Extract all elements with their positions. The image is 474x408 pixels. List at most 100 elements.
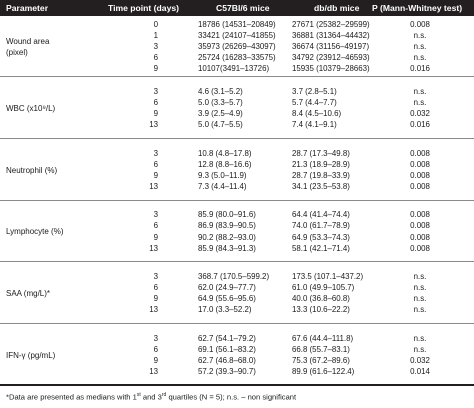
table-row: 6 5.0 (3.3–5.7) 5.7 (4.4–7.7) n.s. xyxy=(0,97,474,108)
db-value-cell: 7.4 (4.1–9.1) xyxy=(292,120,337,130)
p-value-cell: n.s. xyxy=(413,53,427,63)
time-point-cell: 3 xyxy=(153,148,158,158)
table-row: 9 3.9 (2.5–4.9) 8.4 (4.5–10.6) 0.032 xyxy=(0,108,474,119)
db-value-cell: 40.0 (36.8–60.8) xyxy=(292,294,350,303)
param-group: 3 4.6 (3.1–5.2) 3.7 (2.8–5.1) n.s. 6 5.0 (3.3… xyxy=(0,77,474,139)
table-row: 6 62.0 (24.9–77.7) 61.0 (49.9–105.7) n.s. xyxy=(0,282,474,293)
time-point-cell: 9 xyxy=(153,109,158,118)
db-value-cell: 61.0 (49.9–105.7) xyxy=(292,282,355,292)
table-row: 13 57.2 (39.3–90.7) 89.9 (61.6–122.4) 0.014 xyxy=(0,366,474,377)
c57-value-cell: 86.9 (83.9–90.5) xyxy=(198,221,256,231)
time-point-cell: 0 xyxy=(153,19,158,29)
db-value-cell: 64.4 (41.4–74.4) xyxy=(292,210,350,220)
p-value-cell: n.s. xyxy=(413,41,427,51)
db-value-cell: 34.1 (23.5–53.8) xyxy=(292,182,350,192)
c57-value-cell: 10107(3491–13726) xyxy=(198,64,270,74)
time-point-cell: 1 xyxy=(153,30,158,40)
db-value-cell: 58.1 (42.1–71.4) xyxy=(292,243,350,253)
p-value-cell: 0.016 xyxy=(410,64,430,74)
table-row: 3 62.7 (54.1–79.2) 67.6 (44.4–111.8) n.s. xyxy=(0,333,474,344)
db-value-cell: 74.0 (61.7–78.9) xyxy=(292,221,350,231)
p-value-cell: 0.016 xyxy=(410,120,430,130)
p-value-cell: n.s. xyxy=(413,30,427,40)
parameter-label: Lymphocyte (%) xyxy=(6,226,64,237)
p-value-cell: 0.008 xyxy=(410,243,430,253)
db-value-cell: 64.9 (53.3–74.3) xyxy=(292,232,350,242)
header-time-point: Time point (days) xyxy=(108,2,179,13)
p-value-cell: n.s. xyxy=(413,305,427,315)
db-value-cell: 67.6 (44.4–111.8) xyxy=(292,333,354,343)
c57-value-cell: 9.3 (5.0–11.9) xyxy=(198,171,247,180)
p-value-cell: n.s. xyxy=(413,86,427,96)
c57-value-cell: 69.1 (56.1–83.2) xyxy=(198,344,256,354)
c57-value-cell: 10.8 (4.8–17.8) xyxy=(198,148,252,158)
p-value-cell: 0.008 xyxy=(410,171,430,180)
time-point-cell: 3 xyxy=(153,210,158,220)
db-value-cell: 75.3 (67.2–89.6) xyxy=(292,356,350,365)
table-row: 6 25724 (16283–33575) 34792 (23912–46593) n… xyxy=(0,52,474,63)
time-point-cell: 9 xyxy=(153,64,158,74)
table-row: 6 12.8 (8.8–16.6) 21.3 (18.9–28.9) 0.008 xyxy=(0,159,474,170)
p-value-cell: 0.008 xyxy=(410,148,430,158)
parameter-label: WBC (x10⁹/L) xyxy=(6,103,55,114)
c57-value-cell: 90.2 (88.2–93.0) xyxy=(198,232,256,242)
time-point-cell: 9 xyxy=(153,171,158,180)
db-value-cell: 8.4 (4.5–10.6) xyxy=(292,109,342,118)
time-point-cell: 9 xyxy=(153,356,158,365)
time-point-cell: 13 xyxy=(149,120,158,130)
c57-value-cell: 3.9 (2.5–4.9) xyxy=(198,109,243,118)
time-point-cell: 3 xyxy=(153,271,158,281)
c57-value-cell: 7.3 (4.4–11.4) xyxy=(198,182,247,192)
db-value-cell: 173.5 (107.1–437.2) xyxy=(292,271,364,281)
time-point-cell: 13 xyxy=(149,182,158,192)
db-value-cell: 27671 (25382–29599) xyxy=(292,19,370,29)
table-row: 3 85.9 (80.0–91.6) 64.4 (41.4–74.4) 0.008 xyxy=(0,209,474,220)
db-value-cell: 36674 (31156–49197) xyxy=(292,41,370,51)
table-row: 9 90.2 (88.2–93.0) 64.9 (53.3–74.3) 0.008 xyxy=(0,232,474,243)
parameter-label: Neutrophil (%) xyxy=(6,165,57,176)
param-group: 3 85.9 (80.0–91.6) 64.4 (41.4–74.4) 0.008 6 8… xyxy=(0,201,474,262)
table-row: 13 17.0 (3.3–52.2) 13.3 (10.6–22.2) n.s. xyxy=(0,304,474,315)
table-row: 13 5.0 (4.7–5.5) 7.4 (4.1–9.1) 0.016 xyxy=(0,119,474,130)
c57-value-cell: 62.7 (46.8–68.0) xyxy=(198,356,256,365)
time-point-cell: 9 xyxy=(153,232,158,242)
db-value-cell: 28.7 (19.8–33.9) xyxy=(292,171,350,180)
p-value-cell: n.s. xyxy=(413,271,427,281)
c57-value-cell: 18786 (14531–20849) xyxy=(198,19,276,29)
time-point-cell: 13 xyxy=(149,305,158,315)
table-footnote: *Data are presented as medians with 1st … xyxy=(6,392,297,402)
c57-value-cell: 35973 (26269–43097) xyxy=(198,41,276,51)
p-value-cell: n.s. xyxy=(413,282,427,292)
p-value-cell: 0.008 xyxy=(410,210,430,220)
table-row: 3 368.7 (170.5–599.2) 173.5 (107.1–437.2) n… xyxy=(0,271,474,282)
c57-value-cell: 5.0 (4.7–5.5) xyxy=(198,120,243,130)
db-value-cell: 34792 (23912–46593) xyxy=(292,53,370,63)
p-value-cell: 0.008 xyxy=(410,182,430,192)
db-value-cell: 15935 (10379–28663) xyxy=(292,64,370,74)
p-value-cell: n.s. xyxy=(413,294,427,303)
time-point-cell: 6 xyxy=(153,344,158,354)
p-value-cell: 0.032 xyxy=(410,109,430,118)
table-body: 0 18786 (14531–20849) 27671 (25382–29599) 0… xyxy=(0,16,474,386)
header-p-value: P (Mann-Whitney test) xyxy=(372,2,463,13)
parameter-label-line: WBC (x10⁹/L) xyxy=(6,103,56,113)
p-value-cell: 0.008 xyxy=(410,221,430,231)
db-value-cell: 5.7 (4.4–7.7) xyxy=(292,97,337,107)
table-row: 3 4.6 (3.1–5.2) 3.7 (2.8–5.1) n.s. xyxy=(0,86,474,97)
c57-value-cell: 64.9 (55.6–95.6) xyxy=(198,294,256,303)
table-row: 6 86.9 (83.9–90.5) 74.0 (61.7–78.9) 0.008 xyxy=(0,220,474,231)
param-group: 0 18786 (14531–20849) 27671 (25382–29599) 0… xyxy=(0,16,474,77)
p-value-cell: n.s. xyxy=(413,97,427,107)
c57-value-cell: 62.7 (54.1–79.2) xyxy=(198,333,256,343)
c57-value-cell: 4.6 (3.1–5.2) xyxy=(198,86,243,96)
c57-value-cell: 17.0 (3.3–52.2) xyxy=(198,305,252,315)
time-point-cell: 6 xyxy=(153,97,158,107)
param-group: 3 368.7 (170.5–599.2) 173.5 (107.1–437.2) n… xyxy=(0,262,474,324)
header-parameter: Parameter xyxy=(6,2,49,13)
time-point-cell: 6 xyxy=(153,221,158,231)
table-row: 9 62.7 (46.8–68.0) 75.3 (67.2–89.6) 0.032 xyxy=(0,355,474,366)
parameter-label: IFN-γ (pg/mL) xyxy=(6,350,55,361)
db-value-cell: 66.8 (55.7–83.1) xyxy=(292,344,350,354)
table-row: 9 64.9 (55.6–95.6) 40.0 (36.8–60.8) n.s. xyxy=(0,293,474,304)
